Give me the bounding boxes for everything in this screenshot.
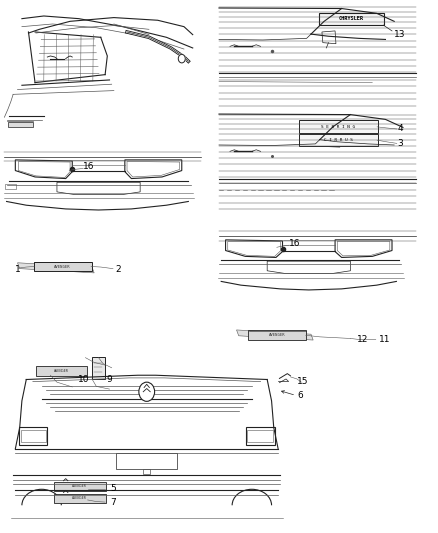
Text: 7: 7 (110, 498, 116, 507)
Text: AVENGER: AVENGER (54, 369, 69, 373)
FancyBboxPatch shape (299, 120, 378, 133)
FancyBboxPatch shape (92, 357, 105, 379)
Text: 11: 11 (379, 335, 391, 344)
Text: AVENGER: AVENGER (54, 264, 71, 269)
Bar (5, 184, 16, 189)
FancyBboxPatch shape (248, 330, 306, 340)
Bar (8, 122, 33, 127)
Text: CHRYSLER: CHRYSLER (339, 17, 364, 21)
Text: AVENGER: AVENGER (72, 484, 87, 488)
Text: 15: 15 (297, 377, 308, 386)
Bar (19, 427, 47, 445)
Text: 3: 3 (397, 139, 403, 148)
Text: C I R R U S: C I R R U S (324, 138, 353, 142)
FancyBboxPatch shape (319, 12, 384, 25)
Bar (143, 469, 150, 474)
Text: 16: 16 (83, 163, 95, 172)
FancyBboxPatch shape (54, 482, 106, 491)
Text: S E B R I N G: S E B R I N G (321, 125, 355, 128)
Circle shape (139, 382, 155, 401)
FancyBboxPatch shape (299, 134, 378, 146)
Text: AVENGER: AVENGER (72, 496, 87, 500)
FancyBboxPatch shape (36, 366, 87, 376)
Text: 5: 5 (110, 484, 116, 493)
Text: 10: 10 (78, 375, 89, 384)
Text: AVENGER: AVENGER (269, 333, 286, 337)
Polygon shape (237, 330, 313, 340)
Text: 9: 9 (106, 375, 112, 384)
Bar (247, 430, 273, 442)
Text: 16: 16 (289, 239, 300, 248)
Polygon shape (18, 263, 94, 273)
Text: 12: 12 (357, 335, 369, 344)
Bar (21, 430, 46, 442)
Bar (116, 453, 177, 469)
Text: 1: 1 (14, 265, 20, 274)
Bar (246, 427, 275, 445)
Text: 13: 13 (394, 30, 406, 39)
Circle shape (178, 54, 185, 63)
Text: 2: 2 (115, 265, 121, 274)
Text: 4: 4 (397, 124, 403, 133)
FancyBboxPatch shape (34, 262, 92, 271)
Text: 6: 6 (297, 391, 303, 400)
FancyBboxPatch shape (54, 494, 106, 503)
